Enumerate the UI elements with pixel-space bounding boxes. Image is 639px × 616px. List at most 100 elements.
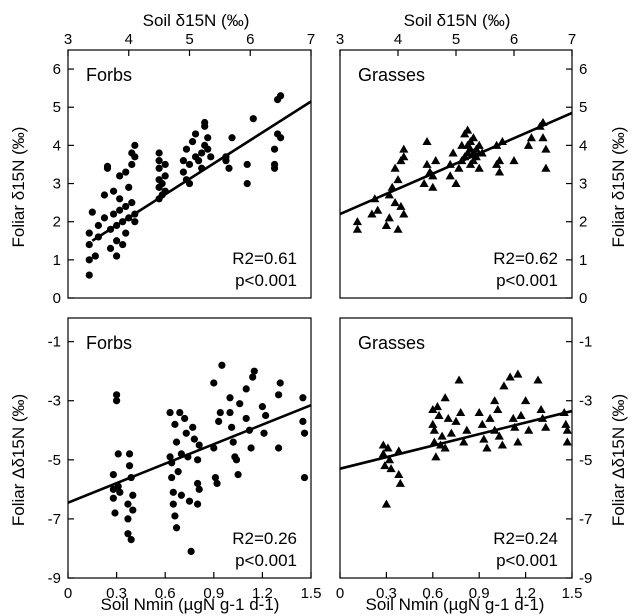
- data-point: [204, 134, 212, 142]
- data-point: [428, 182, 438, 191]
- y-tick-label: 1: [53, 252, 61, 269]
- data-point: [275, 391, 283, 399]
- x-tick-label: 0: [336, 585, 344, 602]
- data-point: [161, 172, 169, 180]
- data-point: [378, 440, 388, 449]
- y-tick-label: 2: [53, 214, 61, 231]
- regression-line: [67, 403, 312, 504]
- data-point: [226, 408, 234, 417]
- data-point: [218, 361, 226, 369]
- data-point: [352, 224, 362, 233]
- data-point: [125, 462, 134, 470]
- data-point: [482, 443, 492, 452]
- data-point: [474, 407, 484, 416]
- data-point: [124, 515, 132, 523]
- data-point: [85, 256, 93, 264]
- p-value-label: p<0.001: [235, 271, 297, 290]
- data-point: [174, 468, 182, 476]
- data-point: [562, 425, 572, 434]
- y-tick-label: 4: [579, 137, 587, 154]
- r-squared-label: R2=0.26: [232, 529, 297, 548]
- data-point: [85, 229, 93, 237]
- data-point: [228, 423, 236, 431]
- data-point: [195, 485, 203, 493]
- data-point: [155, 157, 163, 165]
- panel-title: Forbs: [86, 65, 132, 85]
- data-point: [194, 479, 202, 488]
- y-tick-label: 6: [53, 61, 61, 78]
- data-point: [431, 156, 441, 165]
- y-tick-label: -9: [48, 570, 61, 587]
- r-squared-label: R2=0.61: [232, 249, 297, 268]
- data-point: [378, 449, 388, 458]
- data-point: [177, 491, 185, 499]
- data-point: [185, 497, 194, 505]
- panel-top-left: 3 4 5 6 7 0 1 2 3 4 5 6 Forbs R2=0.61 p<0.001: [53, 31, 316, 307]
- data-point: [194, 456, 202, 464]
- plot-frame: [67, 317, 312, 579]
- data-point: [299, 394, 307, 402]
- data-point: [213, 479, 221, 488]
- data-point: [198, 149, 206, 157]
- data-point: [116, 195, 124, 203]
- y-tick-label: 3: [53, 176, 61, 193]
- x-tick-label: 3: [64, 31, 72, 48]
- data-point: [114, 450, 122, 458]
- data-point: [493, 404, 503, 414]
- data-point: [440, 393, 450, 402]
- data-point: [445, 171, 455, 180]
- data-point: [228, 134, 236, 142]
- data-point: [100, 191, 109, 199]
- panel-bottom-left: 0 0.3 0.6 0.9 1.2 1.5 -1 -3 -5 -7 -9 Forbs R2=0.26 p<…: [48, 317, 321, 602]
- data-point: [431, 452, 441, 461]
- data-point: [524, 425, 534, 434]
- data-point: [521, 396, 531, 405]
- data-point: [277, 134, 285, 142]
- data-point: [249, 373, 257, 381]
- data-point: [457, 140, 467, 149]
- data-point: [516, 410, 526, 419]
- data-point: [513, 437, 523, 446]
- data-point: [468, 133, 478, 142]
- data-point: [399, 209, 409, 218]
- data-point: [232, 456, 241, 464]
- data-point: [536, 404, 546, 414]
- data-point: [128, 160, 136, 169]
- data-point: [124, 500, 132, 508]
- data-point: [111, 509, 119, 517]
- x-tick-label: 6: [510, 31, 518, 48]
- data-point: [129, 491, 137, 499]
- data-point: [109, 187, 118, 195]
- data-point: [260, 429, 268, 437]
- y-tick-label: -7: [48, 511, 61, 528]
- panel-title: Forbs: [86, 333, 132, 353]
- data-point: [127, 535, 135, 544]
- y-tick-label: -7: [579, 511, 592, 528]
- data-point: [448, 148, 458, 157]
- data-point: [538, 133, 548, 142]
- p-value-label: p<0.001: [496, 271, 558, 290]
- data-point: [428, 419, 438, 428]
- data-point: [168, 473, 176, 482]
- data-point: [390, 163, 400, 172]
- x-tick-label: 3: [336, 31, 344, 48]
- data-point: [509, 156, 519, 165]
- data-point: [215, 417, 223, 426]
- regression-line: [91, 100, 312, 242]
- data-point: [387, 182, 397, 191]
- data-point: [155, 149, 163, 157]
- regression-line: [339, 409, 573, 470]
- data-point: [109, 494, 117, 502]
- data-point: [236, 400, 244, 408]
- data-point: [88, 208, 96, 216]
- data-point: [176, 408, 184, 417]
- y-tick-label: 0: [579, 290, 587, 307]
- x-tick-label: 1.2: [252, 585, 273, 602]
- data-point: [106, 244, 115, 252]
- data-point: [131, 218, 139, 226]
- data-point: [456, 407, 466, 416]
- y-tick-label: -5: [48, 452, 61, 469]
- data-point: [432, 402, 443, 411]
- data-point: [275, 444, 283, 452]
